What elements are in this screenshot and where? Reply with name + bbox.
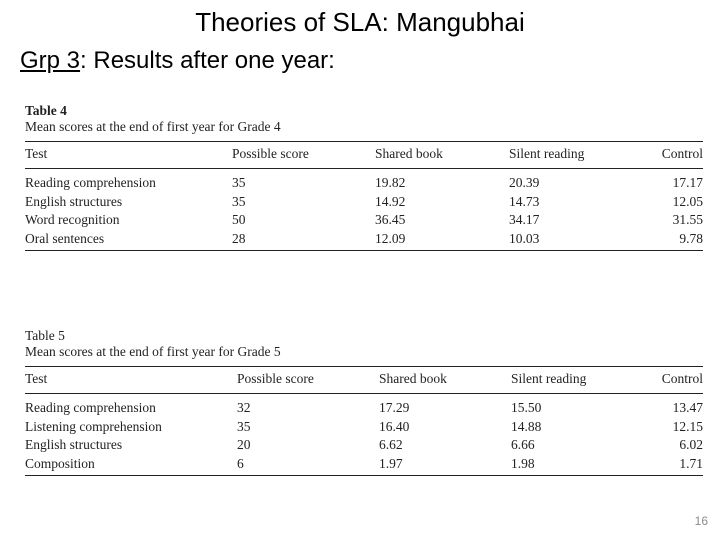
slide-subtitle: Grp 3: Results after one year:: [20, 46, 335, 76]
table-5-caption: Table 5 Mean scores at the end of first …: [25, 328, 703, 360]
table-4-caption: Table 4 Mean scores at the end of first …: [25, 103, 703, 135]
table-cell: 31.55: [672, 212, 703, 227]
table-cell: 34.17: [509, 212, 540, 227]
column-header-possible-score: Possible score: [232, 141, 375, 169]
table-4: Test Possible score Shared book Silent r…: [25, 141, 703, 251]
column-header-shared-book: Shared book: [379, 366, 511, 394]
table-5-block: Table 5 Mean scores at the end of first …: [25, 328, 703, 476]
column-header-possible-score: Possible score: [237, 366, 379, 394]
table-cell: 6.62: [379, 437, 403, 452]
column-header-control: Control: [653, 366, 703, 394]
table-cell: 14.73: [509, 193, 540, 209]
table-cell: 17.17: [672, 175, 703, 190]
table-cell: 14.88: [511, 418, 542, 434]
group-label: Grp 3: [20, 47, 81, 74]
table-cell: 20.39: [509, 175, 540, 190]
table-row: Word recognition 50 36.45 34.17 31.55: [25, 211, 703, 230]
table-header-row: Test Possible score Shared book Silent r…: [25, 366, 703, 394]
column-header-silent-reading: Silent reading: [509, 141, 653, 169]
table-cell: 6: [237, 454, 379, 476]
table-5-label: Table 5: [25, 328, 65, 343]
subtitle-text: : Results after one year:: [80, 47, 335, 74]
table-row: English structures 35 14.92 14.73 12.05: [25, 193, 703, 212]
table-cell: English structures: [25, 437, 123, 452]
table-header-row: Test Possible score Shared book Silent r…: [25, 141, 703, 169]
table-cell: 6.02: [679, 437, 703, 452]
column-header-silent-reading: Silent reading: [511, 366, 653, 394]
page-number: 16: [694, 514, 708, 528]
table-cell: 9.78: [653, 229, 703, 251]
table-cell: 6.66: [511, 437, 535, 452]
table-cell: 15.50: [511, 400, 542, 415]
table-cell: 28: [232, 229, 375, 251]
table-row: Oral sentences 28 12.09 10.03 9.78: [25, 229, 703, 251]
table-row: English structures 20 6.62 6.66 6.02: [25, 436, 703, 455]
table-cell: 17.29: [379, 400, 410, 415]
table-row: Listening comprehension 35 16.40 14.88 1…: [25, 418, 703, 437]
table-cell: Composition: [25, 454, 237, 476]
table-cell: Word recognition: [25, 212, 120, 227]
table-cell: 1.97: [379, 454, 511, 476]
column-header-test: Test: [25, 141, 232, 169]
table-row: Reading comprehension 32 17.29 15.50 13.…: [25, 394, 703, 418]
table-cell: Reading comprehension: [25, 400, 156, 415]
column-header-shared-book: Shared book: [375, 141, 509, 169]
table-cell: 32: [237, 400, 251, 415]
table-cell: 50: [232, 212, 246, 227]
table-cell: 13.47: [672, 400, 703, 415]
table-cell: 1.71: [653, 454, 703, 476]
table-cell: 12.15: [672, 418, 703, 434]
table-cell: 19.82: [375, 175, 406, 190]
column-header-control: Control: [653, 141, 703, 169]
table-cell: Reading comprehension: [25, 175, 156, 190]
table-cell: 36.45: [375, 212, 406, 227]
table-4-block: Table 4 Mean scores at the end of first …: [25, 103, 703, 251]
table-cell: 12.05: [672, 193, 703, 209]
table-cell: 35: [237, 418, 251, 434]
slide-title: Theories of SLA: Mangubhai: [195, 7, 525, 37]
table-cell: 20: [237, 437, 251, 452]
table-cell: 10.03: [509, 229, 653, 251]
table-cell: 35: [232, 193, 246, 209]
table-row: Reading comprehension 35 19.82 20.39 17.…: [25, 169, 703, 193]
table-5: Test Possible score Shared book Silent r…: [25, 366, 703, 476]
column-header-test: Test: [25, 366, 237, 394]
table-cell: 1.98: [511, 454, 653, 476]
table-cell: 14.92: [375, 193, 406, 209]
table-cell: 35: [232, 175, 246, 190]
table-5-description: Mean scores at the end of first year for…: [25, 344, 281, 359]
table-row: Composition 6 1.97 1.98 1.71: [25, 454, 703, 476]
table-cell: 16.40: [379, 418, 410, 434]
table-cell: English structures: [25, 193, 123, 209]
table-4-label: Table 4: [25, 103, 67, 118]
table-cell: 12.09: [375, 229, 509, 251]
table-cell: Oral sentences: [25, 229, 232, 251]
table-cell: Listening comprehension: [25, 418, 162, 434]
table-4-description: Mean scores at the end of first year for…: [25, 119, 281, 134]
